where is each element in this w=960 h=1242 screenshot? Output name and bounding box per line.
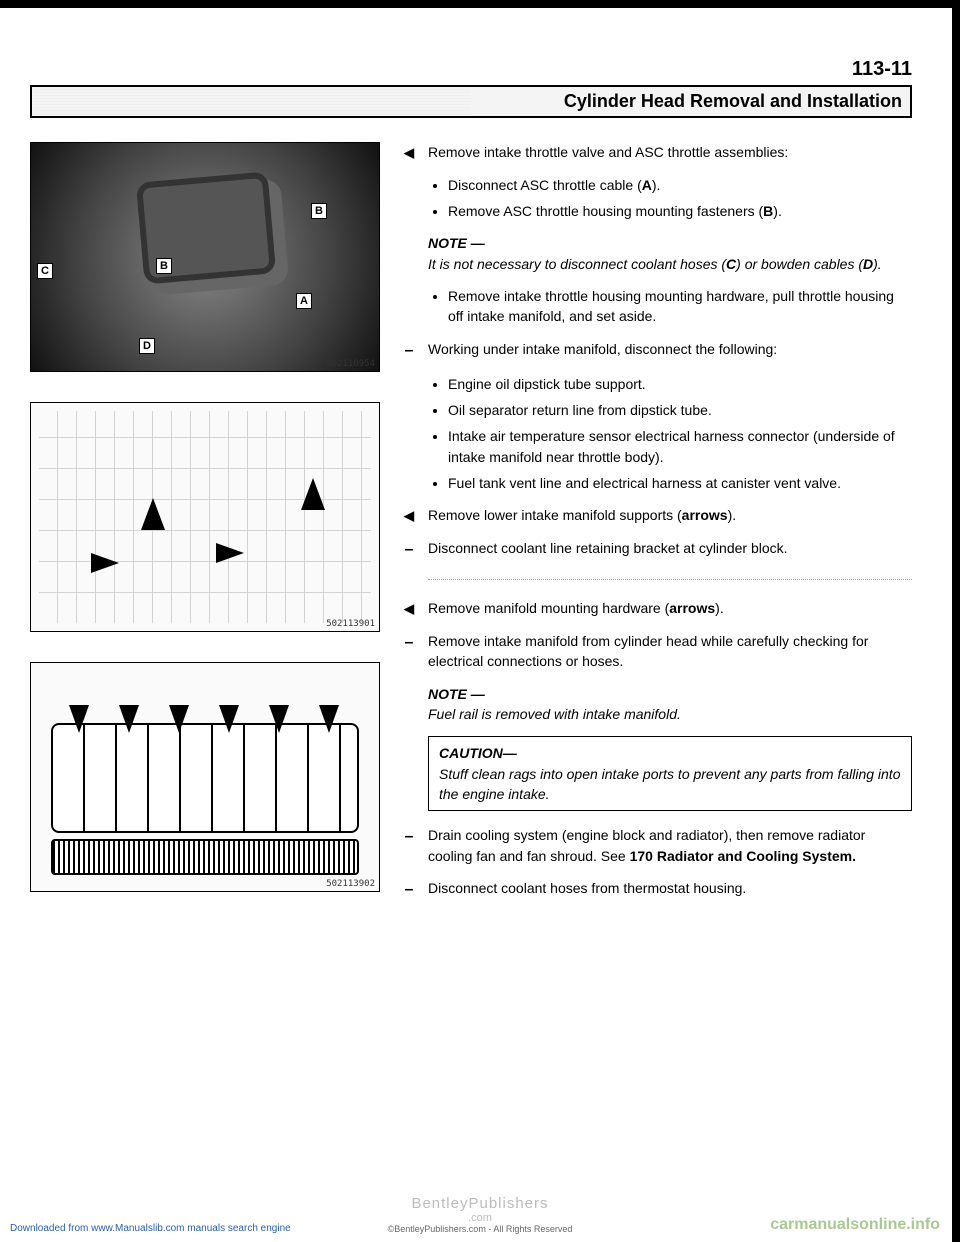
bullet-item: Engine oil dipstick tube support.	[448, 374, 912, 394]
bullet-item: Fuel tank vent line and electrical harne…	[448, 473, 912, 493]
caution-block: CAUTION— Stuff clean rags into open intak…	[428, 736, 912, 811]
figure-1-id: 502110954	[326, 359, 375, 369]
instruction-step: Remove intake manifold from cylinder hea…	[400, 631, 912, 672]
instruction-step: Remove manifold mounting hardware (arrow…	[400, 598, 912, 619]
callout-B: B	[311, 203, 327, 219]
instruction-step: Working under intake manifold, disconnec…	[400, 339, 912, 362]
figure-2: 502113901	[30, 402, 380, 632]
separator-dotted	[428, 579, 912, 580]
bullet-item: Remove ASC throttle housing mounting fas…	[448, 201, 912, 221]
footer-left: Downloaded from www.Manualslib.com manua…	[10, 1223, 291, 1234]
bullet-item: Disconnect ASC throttle cable (A).	[448, 175, 912, 195]
bullet-item: Intake air temperature sensor electrical…	[448, 426, 912, 467]
note-block: NOTE — It is not necessary to disconnect …	[428, 233, 912, 274]
dash-icon	[400, 538, 418, 561]
instruction-column: Remove intake throttle valve and ASC thr…	[400, 142, 912, 913]
bullet-list: Disconnect ASC throttle cable (A). Remove…	[434, 175, 912, 222]
section-title: Cylinder Head Removal and Installation	[564, 91, 902, 111]
note-title: NOTE —	[428, 686, 485, 702]
page-number: 113-11	[30, 58, 912, 81]
section-header: Cylinder Head Removal and Installation	[30, 85, 912, 118]
triangle-icon	[400, 142, 418, 163]
callout-A: A	[296, 293, 312, 309]
step-text: Remove intake throttle valve and ASC thr…	[428, 142, 788, 163]
bullet-item: Oil separator return line from dipstick …	[448, 400, 912, 420]
instruction-step: Disconnect coolant line retaining bracke…	[400, 538, 912, 561]
instruction-step: Remove intake throttle valve and ASC thr…	[400, 142, 912, 163]
instruction-step: Drain cooling system (engine block and r…	[400, 825, 912, 866]
step-text: Disconnect coolant line retaining bracke…	[428, 538, 788, 561]
caution-body: Stuff clean rags into open intake ports …	[439, 766, 900, 802]
callout-B2: B	[156, 258, 172, 274]
step-text: Drain cooling system (engine block and r…	[428, 825, 912, 866]
callout-C: C	[37, 263, 53, 279]
bullet-list: Engine oil dipstick tube support. Oil sep…	[434, 374, 912, 493]
triangle-icon	[400, 598, 418, 619]
figure-column: A B B C D 502110954 502113901	[30, 142, 380, 913]
step-text: Remove intake manifold from cylinder hea…	[428, 631, 912, 672]
step-text: Working under intake manifold, disconnec…	[428, 339, 777, 362]
footer-right: carmanualsonline.info	[770, 1216, 940, 1234]
step-text: Disconnect coolant hoses from thermostat…	[428, 878, 746, 901]
dash-icon	[400, 878, 418, 901]
figure-3: 502113902	[30, 662, 380, 892]
dash-icon	[400, 339, 418, 362]
step-text: Remove manifold mounting hardware (arrow…	[428, 598, 724, 619]
triangle-icon	[400, 505, 418, 526]
figure-1: A B B C D 502110954	[30, 142, 380, 372]
figure-3-id: 502113902	[326, 879, 375, 889]
figure-2-id: 502113901	[326, 619, 375, 629]
caution-title: CAUTION—	[439, 745, 517, 761]
bullet-item: Remove intake throttle housing mounting …	[448, 286, 912, 327]
note-body: Fuel rail is removed with intake manifol…	[428, 706, 681, 722]
note-title: NOTE —	[428, 235, 485, 251]
note-block: NOTE — Fuel rail is removed with intake m…	[428, 684, 912, 725]
instruction-step: Disconnect coolant hoses from thermostat…	[400, 878, 912, 901]
note-body: It is not necessary to disconnect coolan…	[428, 256, 882, 272]
dash-icon	[400, 825, 418, 866]
bullet-list: Remove intake throttle housing mounting …	[434, 286, 912, 327]
dash-icon	[400, 631, 418, 672]
edge-tickmarks	[952, 888, 960, 988]
callout-D: D	[139, 338, 155, 354]
instruction-step: Remove lower intake manifold supports (a…	[400, 505, 912, 526]
step-text: Remove lower intake manifold supports (a…	[428, 505, 736, 526]
